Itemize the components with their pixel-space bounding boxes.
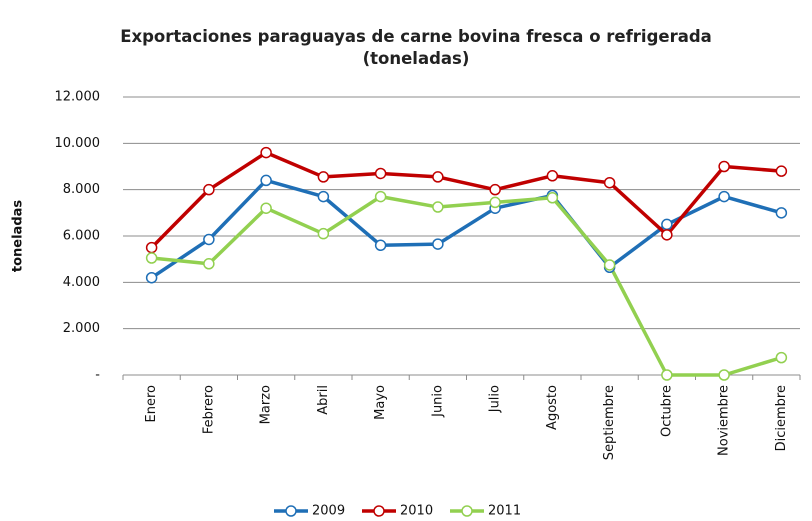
x-tick-label: Mayo: [373, 385, 388, 420]
legend-label: 2011: [488, 504, 521, 519]
data-point: [374, 239, 387, 252]
x-tick-label: Enero: [144, 385, 159, 423]
data-point: [432, 171, 444, 183]
data-point: [546, 192, 559, 204]
x-tick-label: Junio: [430, 385, 445, 418]
data-point: [203, 233, 215, 246]
data-point: [661, 218, 673, 231]
series-line: [150, 178, 782, 280]
data-point: [661, 369, 673, 381]
data-point: [260, 202, 272, 214]
data-point: [374, 190, 387, 203]
legend-item: 2010: [362, 504, 433, 519]
y-tick-label: -: [95, 368, 100, 383]
data-point: [775, 207, 788, 219]
data-point: [432, 201, 444, 213]
x-tick-label: Diciembre: [774, 385, 789, 451]
x-tick-label: Julio: [488, 385, 503, 413]
data-point: [374, 167, 387, 180]
y-tick-label: 6.000: [63, 229, 100, 244]
x-tick-label: Noviembre: [717, 385, 732, 456]
data-point: [661, 229, 673, 241]
data-point: [317, 227, 330, 240]
chart-title: Exportaciones paraguayas de carne bovina…: [120, 27, 712, 68]
data-point: [603, 259, 616, 271]
data-point: [775, 351, 788, 364]
data-point: [317, 171, 330, 183]
series-line: [151, 194, 782, 377]
y-axis-label: toneladas: [11, 200, 26, 273]
x-tick-label: Agosto: [545, 385, 560, 430]
data-point: [775, 165, 788, 177]
legend-item: 2009: [274, 504, 345, 519]
x-tick-label: Febrero: [201, 385, 216, 434]
data-point: [260, 146, 272, 159]
x-tick-label: Septiembre: [602, 385, 617, 460]
data-point: [432, 238, 444, 250]
data-point: [718, 369, 730, 381]
y-tick-label: 4.000: [63, 275, 100, 290]
y-tick-label: 12.000: [55, 90, 101, 105]
data-point: [489, 183, 501, 196]
data-point: [145, 241, 158, 254]
x-tick-label: Abril: [316, 385, 331, 415]
legend-marker: [285, 505, 297, 517]
legend-marker: [373, 505, 385, 517]
data-point: [603, 176, 616, 189]
series-line: [150, 150, 782, 249]
x-tick-label: Octubre: [659, 385, 674, 437]
data-point: [718, 160, 730, 173]
legend-label: 2010: [400, 504, 433, 519]
data-point: [145, 252, 158, 264]
data-point: [145, 271, 158, 284]
data-point: [546, 170, 559, 182]
data-point: [317, 190, 330, 203]
legend-label: 2009: [312, 504, 345, 519]
data-point: [203, 258, 215, 270]
data-point: [489, 196, 501, 209]
data-point: [718, 190, 730, 203]
data-point: [203, 183, 215, 196]
y-tick-label: 10.000: [55, 136, 101, 151]
legend-marker: [461, 505, 473, 517]
legend-item: 2011: [450, 504, 521, 519]
y-tick-label: 2.000: [63, 321, 100, 336]
y-tick-label: 8.000: [63, 182, 100, 197]
data-point: [260, 174, 272, 187]
x-tick-label: Marzo: [259, 385, 274, 424]
